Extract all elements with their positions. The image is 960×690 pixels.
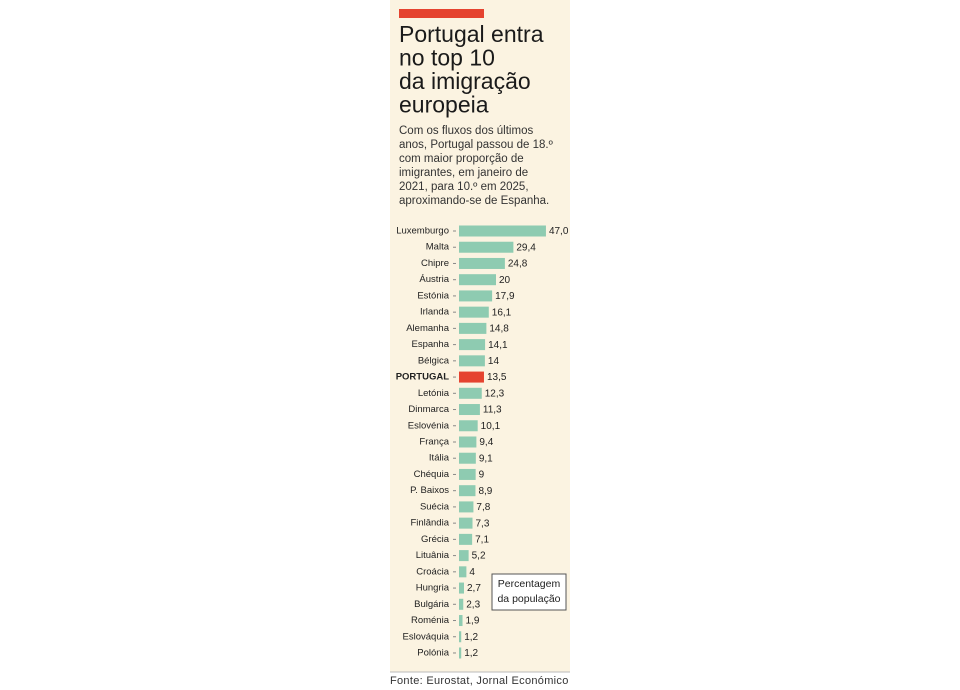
value-label: 13,5 (487, 372, 507, 383)
value-label: 12,3 (485, 388, 505, 399)
y-tick-label: Bélgica (418, 355, 450, 366)
y-tick-label: Polónia (417, 647, 449, 658)
y-tick-label: França (419, 437, 449, 448)
value-label: 2,7 (467, 583, 481, 594)
value-label: 14,1 (488, 340, 508, 351)
accent-bar (399, 9, 484, 18)
y-tick-label: Eslováquia (403, 631, 450, 642)
bar (459, 582, 464, 594)
y-tick-label: Dinmarca (408, 404, 449, 415)
value-label: 9,4 (479, 437, 493, 448)
y-tick-label: Hungria (416, 583, 450, 594)
bar (459, 566, 467, 578)
chart-title: no top 10 (399, 45, 495, 71)
chart-title: Portugal entra (399, 21, 544, 47)
bar (459, 631, 462, 643)
value-label: 1,9 (466, 616, 480, 627)
value-label: 47,0 (549, 226, 569, 237)
bar (459, 615, 463, 627)
bar (459, 404, 480, 416)
bar (459, 241, 514, 253)
unit-box (491, 573, 567, 611)
y-tick-label: Finlândia (410, 518, 449, 529)
y-tick-label: Estónia (417, 290, 449, 301)
bar (459, 306, 489, 318)
value-label: 16,1 (492, 307, 512, 318)
value-label: 9 (479, 470, 485, 481)
bar (459, 468, 476, 480)
bar (459, 274, 496, 286)
y-tick-label: Letónia (418, 388, 450, 399)
y-tick-label: Eslovénia (408, 420, 450, 431)
chart-subtitle: anos, Portugal passou de 18.º (399, 139, 554, 151)
value-label: 17,9 (495, 291, 515, 302)
value-label: 7,1 (475, 535, 489, 546)
source: Fonte: Eurostat, Jornal Económico (390, 675, 569, 687)
bar (459, 387, 482, 399)
value-label: 2,3 (466, 599, 480, 610)
value-label: 8,9 (478, 486, 492, 497)
y-tick-label: Bulgária (414, 599, 450, 610)
value-label: 14,8 (489, 324, 509, 335)
bar (459, 436, 477, 448)
y-tick-label: Suécia (420, 501, 450, 512)
value-label: 11,3 (483, 405, 502, 416)
panel (390, 0, 570, 672)
value-label: 14 (488, 356, 500, 367)
chart-subtitle: Com os fluxos dos últimos (399, 125, 533, 137)
unit-label: da população (497, 593, 560, 605)
value-label: 20 (499, 275, 511, 286)
bar (459, 225, 546, 237)
bar (459, 355, 485, 367)
y-tick-label: Chéquia (414, 469, 450, 480)
y-tick-label: PORTUGAL (396, 372, 450, 383)
y-tick-label: Chipre (421, 258, 449, 269)
chart-title: europeia (399, 92, 489, 118)
y-tick-label: Grécia (421, 534, 450, 545)
y-tick-label: Itália (429, 453, 450, 464)
bar (459, 420, 478, 432)
y-tick-label: Irlanda (420, 307, 450, 318)
value-label: 1,2 (464, 648, 478, 659)
bar (459, 647, 462, 659)
y-tick-label: Espanha (411, 339, 449, 350)
chart-subtitle: aproximando-se de Espanha. (399, 195, 549, 207)
bar (459, 452, 476, 464)
value-label: 24,8 (508, 259, 528, 270)
value-label: 1,2 (464, 632, 478, 643)
y-tick-label: Lituânia (416, 550, 450, 561)
y-tick-label: Croácia (416, 566, 449, 577)
bar (459, 322, 487, 334)
chart-title: da imigração (399, 68, 531, 94)
value-label: 7,3 (476, 518, 490, 529)
y-tick-label: Áustria (419, 274, 449, 285)
bar (459, 533, 473, 545)
value-label: 7,8 (476, 502, 490, 513)
value-label: 4 (469, 567, 475, 578)
y-tick-label: Roménia (411, 615, 450, 626)
bar (459, 550, 469, 562)
y-tick-label: Luxemburgo (396, 226, 449, 237)
value-label: 5,2 (472, 551, 486, 562)
unit-label: Percentagem (498, 578, 561, 590)
value-label: 9,1 (479, 453, 493, 464)
value-label: 10,1 (481, 421, 501, 432)
bar (459, 339, 486, 351)
bar (459, 501, 474, 513)
y-tick-label: Malta (426, 242, 450, 253)
bar (459, 517, 473, 529)
y-tick-label: Alemanha (406, 323, 449, 334)
bar (459, 485, 476, 497)
y-tick-label: P. Baixos (410, 485, 449, 496)
chart-subtitle: imigrantes, em janeiro de (399, 167, 528, 179)
bar (459, 290, 493, 302)
value-label: 29,4 (516, 242, 536, 253)
bar (459, 598, 464, 610)
chart-subtitle: com maior proporção de (399, 153, 524, 165)
bar (459, 257, 505, 269)
chart-subtitle: 2021, para 10.º em 2025, (399, 181, 529, 193)
bar (459, 371, 484, 383)
